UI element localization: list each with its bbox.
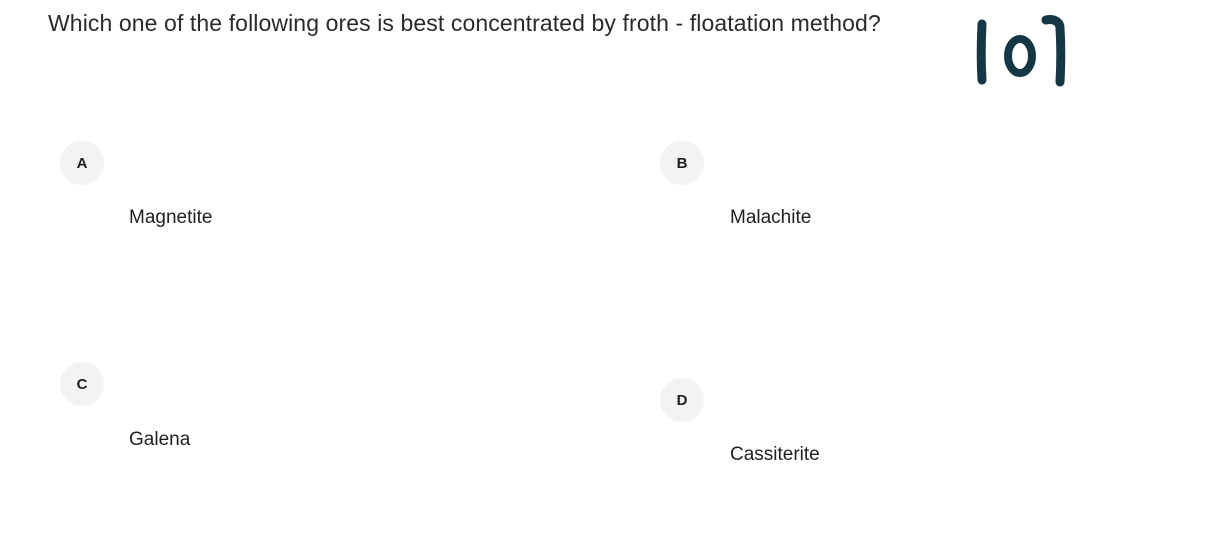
- option-a-badge[interactable]: A: [60, 141, 104, 185]
- option-a-text[interactable]: Magnetite: [129, 207, 213, 228]
- option-c-text[interactable]: Galena: [129, 429, 191, 450]
- option-d-text[interactable]: Cassiterite: [730, 444, 820, 465]
- question-text: Which one of the following ores is best …: [48, 10, 881, 36]
- handwritten-question-number: [976, 15, 1066, 87]
- option-c-badge[interactable]: C: [60, 362, 104, 406]
- option-b-text[interactable]: Malachite: [730, 207, 812, 228]
- option-b-badge[interactable]: B: [660, 141, 704, 185]
- option-d-badge[interactable]: D: [660, 378, 704, 422]
